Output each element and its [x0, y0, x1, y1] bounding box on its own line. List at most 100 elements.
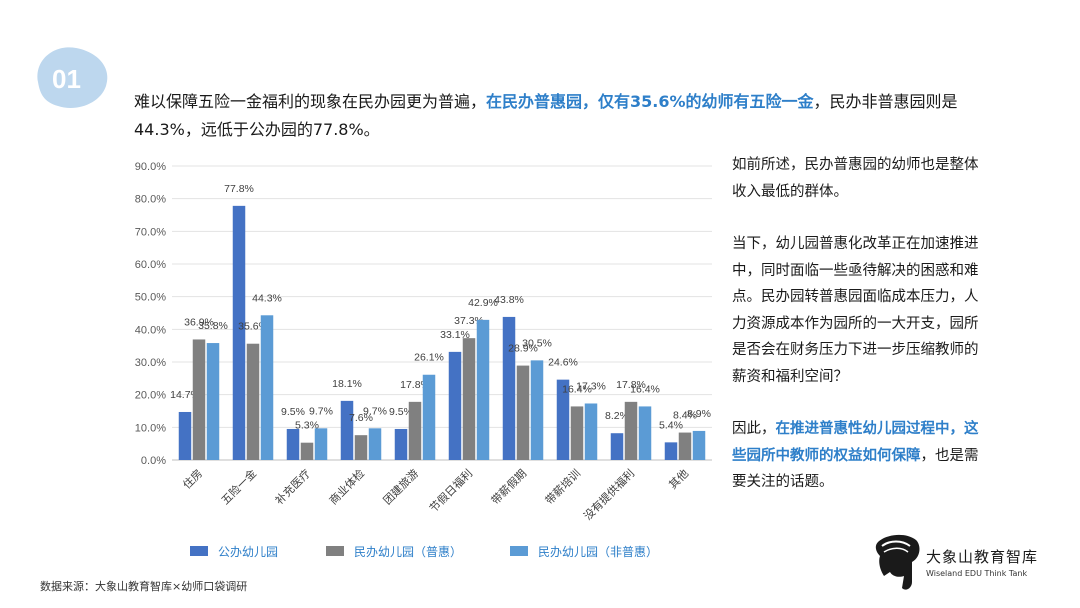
data-label: 9.5%	[389, 406, 413, 418]
x-category-label: 补充医疗	[272, 466, 313, 507]
bar-1	[448, 351, 462, 460]
legend-swatch-private-inclusive	[326, 546, 345, 556]
headline: 难以保障五险一金福利的现象在民办园更为普遍，在民办普惠园，仅有35.6%的幼师有…	[134, 88, 994, 144]
data-label: 17.8%	[400, 379, 430, 391]
bar-2	[462, 338, 476, 460]
brand-logo: 大象山教育智库 Wiseland EDU Think Tank	[872, 532, 1072, 598]
x-category-label: 带薪假期	[488, 466, 529, 507]
bar-2	[354, 435, 368, 460]
y-tick-label: 20.0%	[135, 390, 166, 402]
data-label: 28.9%	[508, 343, 538, 355]
bar-1	[610, 433, 624, 460]
data-label: 17.8%	[616, 379, 646, 391]
data-label: 14.7%	[170, 389, 200, 401]
bar-3	[692, 430, 706, 460]
bar-chart: 0.0% 10.0% 20.0% 30.0% 40.0% 50.0% 60.0% 70.0% 8…	[100, 152, 720, 532]
data-label: 5.4%	[659, 419, 683, 431]
side-paragraph-3: 因此，在推进普惠性幼儿园过程中，这些园所中教师的权益如何保障，也是需要关注的话题…	[732, 416, 992, 496]
y-tick-label: 90.0%	[135, 161, 166, 173]
y-tick-label: 60.0%	[135, 259, 166, 271]
bar-1	[286, 428, 300, 460]
data-label: 37.3%	[454, 315, 484, 327]
data-label: 17.3%	[576, 380, 606, 392]
x-category-label: 团建旅游	[380, 466, 421, 507]
data-label: 35.6%	[238, 321, 268, 333]
side-p3-suffix: ，也是需要关注的话题。	[732, 447, 979, 491]
data-label: 33.1%	[440, 329, 470, 341]
data-label: 36.9%	[184, 316, 214, 328]
legend-swatch-private-noninclusive	[510, 546, 529, 556]
data-label: 26.1%	[414, 352, 444, 364]
logo-name-cn: 大象山教育智库	[926, 548, 1039, 566]
y-tick-label: 50.0%	[135, 292, 166, 304]
side-commentary: 如前所述，民办普惠园的幼师也是整体收入最低的群体。 当下，幼儿园普惠化改革正在加…	[732, 152, 992, 496]
data-label: 9.7%	[363, 405, 387, 417]
side-paragraph-1: 如前所述，民办普惠园的幼师也是整体收入最低的群体。	[732, 157, 979, 200]
data-label: 18.1%	[332, 378, 362, 390]
bar-1	[664, 442, 678, 460]
data-label: 16.4%	[562, 383, 592, 395]
x-category-label: 节假日福利	[426, 466, 475, 515]
data-label: 24.6%	[548, 357, 578, 369]
bar-3	[206, 343, 220, 460]
side-paragraph-2: 当下，幼儿园普惠化改革正在加速推进中，同时面临一些亟待解决的困惑和难点。民办园转…	[732, 236, 979, 385]
legend-swatch-public	[190, 546, 208, 556]
bar-2	[570, 406, 584, 460]
data-label: 42.9%	[468, 297, 498, 309]
legend-item-private-inclusive: 民办幼儿园（普惠）	[326, 543, 462, 560]
bar-2	[678, 432, 692, 460]
data-label: 35.8%	[198, 320, 228, 332]
legend-item-private-noninclusive: 民办幼儿园（非普惠）	[510, 543, 658, 560]
x-category-label: 商业体检	[326, 466, 367, 507]
bar-3	[530, 360, 544, 460]
data-label: 30.5%	[522, 337, 552, 349]
data-label: 43.8%	[494, 294, 524, 306]
bar-2	[408, 401, 422, 460]
bar-2	[246, 343, 260, 460]
side-p3-prefix: 因此，	[732, 421, 776, 437]
bar-1	[340, 400, 354, 460]
side-p3-highlight: 在推进普惠性幼儿园过程中，这些园所中教师的权益如何保障	[732, 421, 979, 464]
data-label: 9.5%	[281, 406, 305, 418]
data-label: 5.3%	[295, 420, 319, 432]
bar-1	[178, 411, 192, 460]
headline-part2: ，民办非普惠园则是44.3%，远低于公办园的77.8%。	[134, 92, 958, 139]
legend-item-public: 公办幼儿园	[190, 543, 278, 560]
bar-2	[192, 339, 206, 460]
data-label: 44.3%	[252, 292, 282, 304]
bar-2	[624, 401, 638, 460]
bar-2	[300, 442, 314, 460]
y-tick-label: 10.0%	[135, 422, 166, 434]
data-source: 数据来源：大象山教育智库×幼师口袋调研	[40, 580, 248, 593]
x-category-label: 其他	[666, 467, 691, 492]
data-label: 77.8%	[224, 183, 254, 195]
headline-highlight: 在民办普惠园，仅有35.6%的幼师有五险一金	[486, 92, 814, 111]
chart-legend: 公办幼儿园 民办幼儿园（普惠） 民办幼儿园（非普惠）	[190, 541, 706, 561]
bar-1	[502, 316, 516, 460]
bar-3	[314, 428, 328, 460]
data-label: 8.9%	[687, 408, 711, 420]
bar-3	[422, 374, 436, 460]
elephant-logo-icon	[875, 534, 920, 590]
y-tick-label: 80.0%	[135, 194, 166, 206]
x-category-label: 带薪培训	[542, 466, 583, 507]
bar-3	[638, 406, 652, 460]
headline-part1: 难以保障五险一金福利的现象在民办园更为普遍，	[134, 92, 487, 111]
bar-3	[368, 428, 382, 460]
bar-3	[476, 319, 490, 460]
badge-number: 01	[52, 64, 81, 94]
data-label: 8.4%	[673, 410, 697, 422]
legend-label-private-noninclusive: 民办幼儿园（非普惠）	[538, 544, 659, 559]
bar-chart-svg: 0.0% 10.0% 20.0% 30.0% 40.0% 50.0% 60.0% 70.0% 8…	[135, 161, 712, 523]
legend-label-private-inclusive: 民办幼儿园（普惠）	[354, 544, 463, 559]
data-label: 8.2%	[605, 410, 629, 422]
data-label: 7.6%	[349, 412, 373, 424]
bar-1	[556, 379, 570, 460]
logo-name-en: Wiseland EDU Think Tank	[926, 569, 1028, 578]
y-tick-label: 30.0%	[135, 357, 166, 369]
y-tick-label: 70.0%	[135, 226, 166, 238]
bar-3	[260, 315, 274, 460]
legend-label-public: 公办幼儿园	[218, 544, 279, 559]
x-category-label: 住房	[180, 466, 205, 491]
bar-1	[232, 205, 246, 460]
